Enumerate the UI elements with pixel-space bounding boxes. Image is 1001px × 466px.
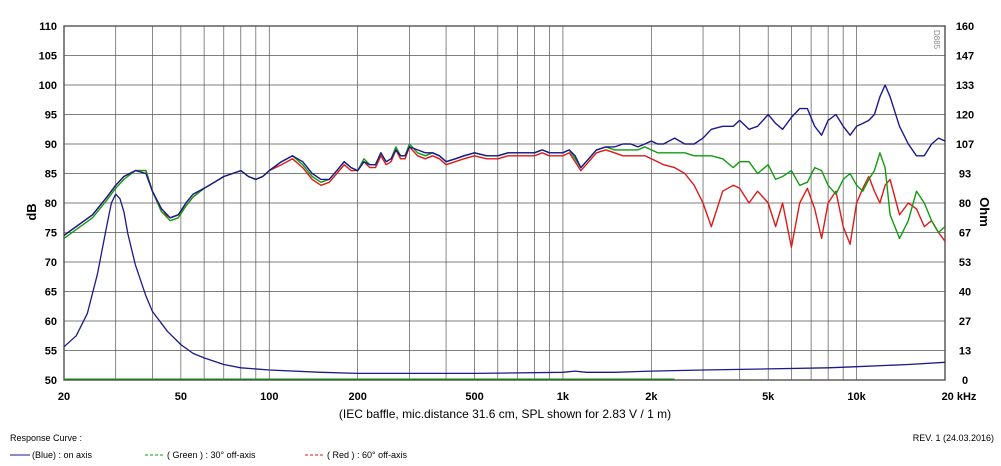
x-axis-label: (IEC baffle, mic.distance 31.6 cm, SPL s… [339, 407, 671, 421]
y-tick-label-right: 107 [956, 139, 974, 151]
legend-label-blue: (Blue) : on axis [32, 450, 93, 460]
y-tick-label-left: 65 [45, 287, 57, 299]
y-tick-label-right: 147 [956, 51, 974, 63]
legend-item-blue: (Blue) : on axis [10, 450, 93, 460]
revision-label: REV. 1 (24.03.2016) [913, 433, 994, 443]
x-tick-label: 100 [260, 391, 278, 403]
y-tick-label-right: 40 [959, 287, 971, 299]
y-tick-label-right: 27 [959, 316, 971, 328]
y-axis-right-label: Ohm [977, 197, 992, 227]
x-tick-label: 50 [175, 391, 187, 403]
y-tick-label-right: 67 [959, 228, 971, 240]
y-tick-label-right: 0 [962, 375, 968, 387]
watermark-text: D885 [932, 30, 941, 50]
y-tick-label-right: 160 [956, 21, 974, 33]
y-axis-right-ticks: 0 13 27 40 53 67 80 93 107 120 133 147 160 [956, 21, 974, 387]
y-tick-label-left: 95 [45, 110, 57, 122]
x-tick-label: 200 [348, 391, 366, 403]
x-tick-label: 20 [58, 391, 70, 403]
y-axis-left-ticks: 50 55 60 65 70 75 80 85 90 95 100 105 110 [39, 21, 57, 387]
x-tick-label: 2k [645, 391, 658, 403]
y-tick-label-right: 80 [959, 198, 971, 210]
x-axis-ticks: 20 50 100 200 500 1k 2k 5k 10k 20 kHz [58, 391, 977, 403]
legend-item-red: ( Red ) : 60° off-axis [305, 450, 407, 460]
series-line-0 [63, 84, 946, 236]
impedance-line [63, 193, 946, 375]
y-tick-label-right: 93 [959, 169, 971, 181]
legend-item-green: ( Green ) : 30° off-axis [145, 450, 256, 460]
y-tick-label-left: 80 [45, 198, 57, 210]
grid-lines [63, 25, 946, 381]
y-tick-label-left: 55 [45, 346, 57, 358]
y-tick-label-left: 70 [45, 257, 57, 269]
x-tick-label: 1k [557, 391, 570, 403]
y-tick-label-right: 120 [956, 110, 974, 122]
x-tick-label: 10k [847, 391, 866, 403]
series-lines [63, 84, 946, 380]
legend-title: Response Curve : [10, 433, 82, 443]
x-tick-label: 500 [465, 391, 483, 403]
legend-label-green: ( Green ) : 30° off-axis [167, 450, 256, 460]
x-tick-label: 20 kHz [942, 391, 977, 403]
y-tick-label-left: 85 [45, 169, 57, 181]
y-tick-label-right: 13 [959, 346, 971, 358]
y-tick-label-left: 110 [39, 21, 57, 33]
y-tick-label-left: 90 [45, 139, 57, 151]
y-tick-label-right: 53 [959, 257, 971, 269]
legend-label-red: ( Red ) : 60° off-axis [327, 450, 407, 460]
y-tick-label-right: 133 [956, 80, 974, 92]
y-tick-label-left: 50 [45, 375, 57, 387]
y-tick-label-left: 100 [39, 80, 57, 92]
y-tick-label-left: 75 [45, 228, 57, 240]
x-tick-label: 5k [762, 391, 775, 403]
y-tick-label-left: 60 [45, 316, 57, 328]
y-tick-label-left: 105 [39, 51, 57, 63]
y-axis-left-label: dB [24, 203, 39, 220]
